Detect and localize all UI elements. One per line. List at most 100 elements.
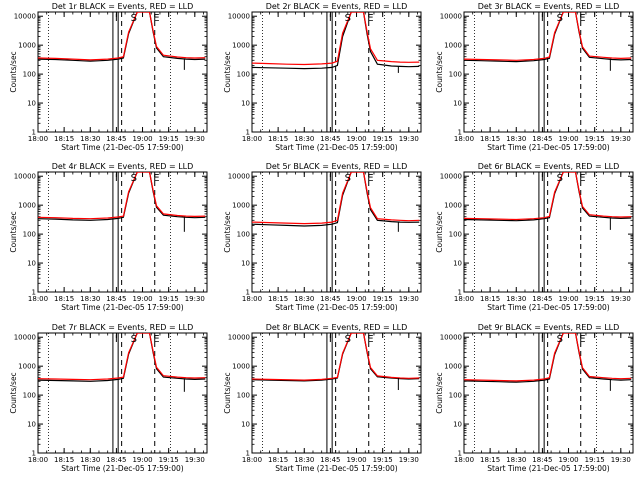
plot-frame xyxy=(37,332,208,454)
panel-title: Det 7r BLACK = Events, RED = LLD xyxy=(52,323,194,332)
y-tick-label: 10000 xyxy=(440,13,462,21)
y-axis-label: Counts/sec xyxy=(223,211,232,252)
marker-label: I xyxy=(329,334,332,345)
x-tick-label: 19:00 xyxy=(558,456,578,464)
x-tick-label: 19:00 xyxy=(132,456,152,464)
plot-frame xyxy=(463,332,634,454)
panel-title: Det 6r BLACK = Events, RED = LLD xyxy=(478,162,620,171)
panel: Det 9r BLACK = Events, RED = LLD 1 10 100 10… xyxy=(435,323,634,473)
x-tick-label: 18:45 xyxy=(106,295,126,303)
y-tick-label: 10000 xyxy=(14,334,36,342)
y-axis-label: Counts/sec xyxy=(223,51,232,92)
x-tick-label: 18:30 xyxy=(506,135,526,143)
y-axis-label: Counts/sec xyxy=(435,51,444,92)
y-tick-label: 100 xyxy=(23,392,36,400)
marker-label: I xyxy=(541,13,544,24)
x-axis-label: Start Time (21-Dec-05 17:59:00) xyxy=(487,143,609,152)
y-tick-label: 100 xyxy=(237,392,250,400)
x-tick-label: 19:30 xyxy=(185,135,205,143)
x-tick-label: 18:45 xyxy=(320,456,340,464)
y-tick-label: 1 xyxy=(32,129,36,137)
marker-label: I xyxy=(541,173,544,184)
y-axis-label: Counts/sec xyxy=(435,372,444,413)
y-tick-label: 10 xyxy=(453,260,462,268)
y-tick-label: 1000 xyxy=(18,42,36,50)
x-tick-label: 18:30 xyxy=(506,456,526,464)
x-tick-label: 18:15 xyxy=(54,135,74,143)
y-tick-label: 10 xyxy=(241,421,250,429)
y-tick-label: 10 xyxy=(27,421,36,429)
panel-title: Det 4r BLACK = Events, RED = LLD xyxy=(52,162,194,171)
y-tick-label: 1000 xyxy=(444,202,462,210)
y-tick-label: 100 xyxy=(237,231,250,239)
x-tick-label: 18:00 xyxy=(242,295,262,303)
y-axis-label: Counts/sec xyxy=(435,211,444,252)
panel-title: Det 2r BLACK = Events, RED = LLD xyxy=(266,2,408,11)
y-tick-label: 1000 xyxy=(232,202,250,210)
panel-title: Det 1r BLACK = Events, RED = LLD xyxy=(52,2,194,11)
marker-label: S xyxy=(557,334,563,345)
y-tick-label: 10 xyxy=(241,260,250,268)
y-tick-label: 1 xyxy=(32,289,36,297)
x-tick-label: 19:30 xyxy=(399,135,419,143)
y-tick-label: 10000 xyxy=(228,334,250,342)
y-tick-label: 100 xyxy=(449,231,462,239)
x-axis-label: Start Time (21-Dec-05 17:59:00) xyxy=(61,303,183,312)
panel-title: Det 9r BLACK = Events, RED = LLD xyxy=(478,323,620,332)
x-tick-label: 18:15 xyxy=(268,456,288,464)
y-tick-label: 10000 xyxy=(228,173,250,181)
y-tick-label: 1 xyxy=(32,450,36,458)
x-tick-label: 18:30 xyxy=(80,456,100,464)
plot-frame xyxy=(37,11,208,133)
y-axis-label: Counts/sec xyxy=(9,372,18,413)
y-tick-label: 10 xyxy=(453,421,462,429)
marker-label: E xyxy=(153,13,159,24)
y-axis-label: Counts/sec xyxy=(223,372,232,413)
x-tick-label: 18:45 xyxy=(532,456,552,464)
x-tick-label: 18:30 xyxy=(506,295,526,303)
plot-frame xyxy=(251,171,422,293)
x-tick-label: 18:00 xyxy=(242,135,262,143)
panel: Det 8r BLACK = Events, RED = LLD 1 10 100 10… xyxy=(223,323,422,473)
marker-label: E xyxy=(579,173,585,184)
x-tick-label: 18:15 xyxy=(54,295,74,303)
y-tick-label: 1 xyxy=(458,450,462,458)
marker-label: I xyxy=(329,13,332,24)
x-tick-label: 18:30 xyxy=(294,295,314,303)
x-tick-label: 18:45 xyxy=(106,135,126,143)
plot-frame xyxy=(463,11,634,133)
series-line xyxy=(464,172,632,222)
x-axis-label: Start Time (21-Dec-05 17:59:00) xyxy=(275,303,397,312)
y-axis-label: Counts/sec xyxy=(9,211,18,252)
x-tick-label: 18:30 xyxy=(294,135,314,143)
y-tick-label: 1 xyxy=(246,450,250,458)
x-tick-label: 19:15 xyxy=(585,456,605,464)
x-tick-label: 19:30 xyxy=(611,135,631,143)
x-tick-label: 19:00 xyxy=(132,295,152,303)
x-axis-label: Start Time (21-Dec-05 17:59:00) xyxy=(275,464,397,473)
series-line xyxy=(38,333,206,382)
x-tick-label: 18:45 xyxy=(532,135,552,143)
x-tick-label: 18:30 xyxy=(80,135,100,143)
marker-label: E xyxy=(153,173,159,184)
series-line xyxy=(252,333,420,382)
x-tick-label: 19:15 xyxy=(585,135,605,143)
series-line xyxy=(252,333,420,381)
x-tick-label: 19:30 xyxy=(185,295,205,303)
x-axis-label: Start Time (21-Dec-05 17:59:00) xyxy=(61,143,183,152)
x-tick-label: 18:15 xyxy=(480,295,500,303)
x-tick-label: 19:30 xyxy=(611,456,631,464)
x-tick-label: 18:45 xyxy=(320,295,340,303)
x-tick-label: 19:00 xyxy=(346,456,366,464)
x-tick-label: 19:00 xyxy=(346,295,366,303)
x-tick-label: 18:15 xyxy=(480,456,500,464)
x-tick-label: 19:00 xyxy=(346,135,366,143)
marker-label: E xyxy=(367,13,373,24)
marker-label: E xyxy=(579,13,585,24)
x-tick-label: 18:15 xyxy=(268,135,288,143)
y-tick-label: 100 xyxy=(237,71,250,79)
marker-label: I xyxy=(541,334,544,345)
marker-label: I xyxy=(115,334,118,345)
marker-label: I xyxy=(115,13,118,24)
